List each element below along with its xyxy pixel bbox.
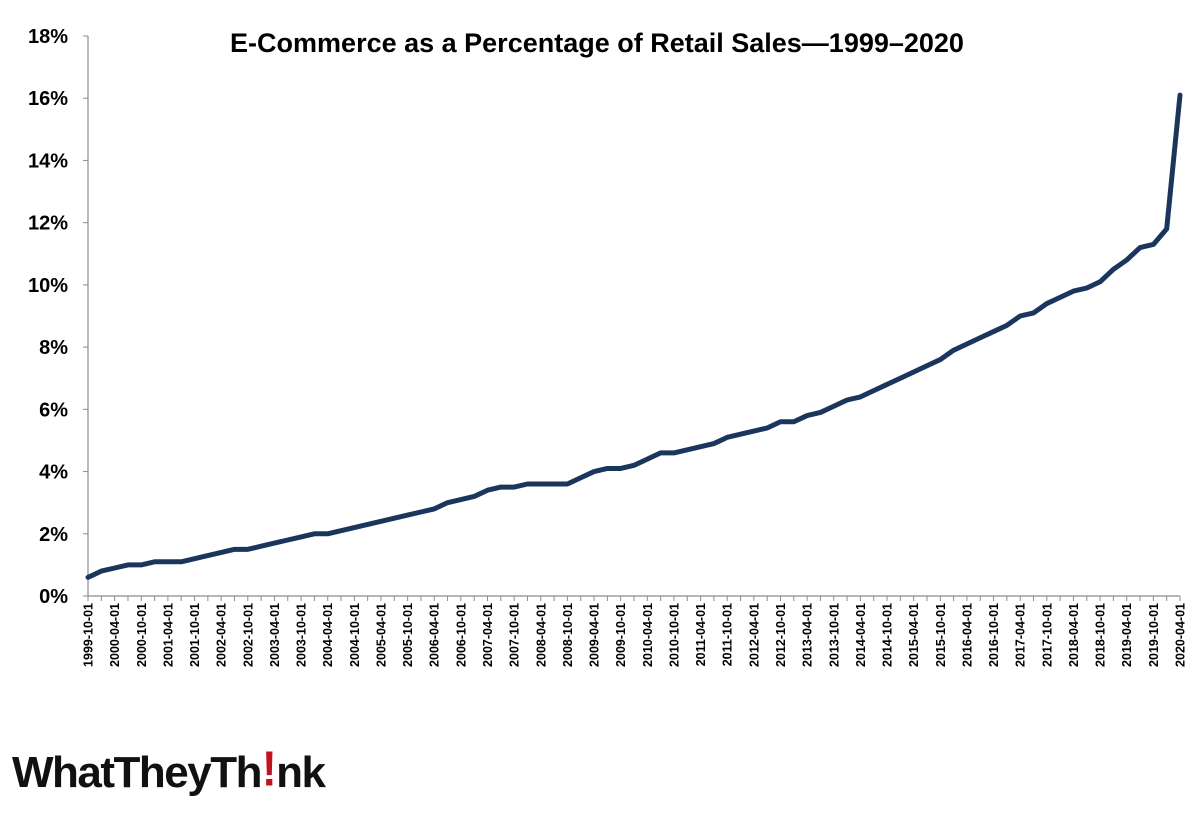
x-tick-label: 2009-04-01 <box>588 603 602 667</box>
x-tick-label: 2015-04-01 <box>907 603 921 667</box>
x-tick-label: 2007-04-01 <box>481 603 495 667</box>
x-tick-label: 2003-04-01 <box>268 603 282 667</box>
x-tick-label: 2019-04-01 <box>1120 603 1134 667</box>
x-tick-label: 2007-10-01 <box>508 603 522 667</box>
whattheythink-logo: WhatTheyTh! nk <box>12 742 326 808</box>
x-tick-label: 2003-10-01 <box>295 603 309 667</box>
x-tick-label: 2005-04-01 <box>374 603 388 667</box>
series-line-ecommerce-share <box>85 92 1183 580</box>
x-tick-label: 2020-04-01 <box>1174 603 1188 667</box>
x-tick-label: 2004-04-01 <box>321 603 335 667</box>
y-tick-label: 8% <box>39 337 68 359</box>
chart-title: E-Commerce as a Percentage of Retail Sal… <box>230 28 964 58</box>
y-tick-label: 4% <box>39 462 68 484</box>
y-tick-label: 6% <box>39 399 68 421</box>
x-tick-label: 2019-10-01 <box>1147 603 1161 667</box>
y-tick-label: 2% <box>39 524 68 546</box>
x-tick-label: 2002-10-01 <box>241 603 255 667</box>
y-tick-label: 0% <box>39 586 68 608</box>
x-tick-label: 2012-10-01 <box>774 603 788 667</box>
x-tick-label: 2013-10-01 <box>827 603 841 667</box>
x-tick-label: 2016-10-01 <box>987 603 1001 667</box>
y-tick-label: 16% <box>28 88 68 110</box>
x-tick-label: 2000-04-01 <box>108 603 122 667</box>
x-tick-label: 2002-04-01 <box>215 603 229 667</box>
logo-text-start: WhatTheyTh <box>12 748 262 797</box>
x-tick-label: 2012-04-01 <box>747 603 761 667</box>
x-tick-label: 2014-10-01 <box>881 603 895 667</box>
x-tick-label: 2008-10-01 <box>561 603 575 667</box>
x-tick-label: 2006-04-01 <box>428 603 442 667</box>
y-tick-label: 18% <box>28 26 68 48</box>
x-tick-label: 2001-10-01 <box>188 603 202 667</box>
x-tick-label: 2006-10-01 <box>454 603 468 667</box>
x-tick-label: 2016-04-01 <box>960 603 974 667</box>
x-tick-label: 2010-10-01 <box>667 603 681 667</box>
x-tick-label: 2004-10-01 <box>348 603 362 667</box>
logo-exclamation: ! <box>261 742 277 797</box>
x-tick-label: 2015-10-01 <box>934 603 948 667</box>
line-chart: E-Commerce as a Percentage of Retail Sal… <box>28 26 1188 667</box>
x-tick-label: 2010-04-01 <box>641 603 655 667</box>
x-tick-label: 2001-04-01 <box>161 603 175 667</box>
x-tick-label: 2014-04-01 <box>854 603 868 667</box>
x-tick-label: 2017-10-01 <box>1040 603 1054 667</box>
x-tick-label: 1999-10-01 <box>82 603 96 667</box>
y-tick-label: 14% <box>28 150 68 172</box>
x-tick-label: 2011-10-01 <box>721 603 735 666</box>
x-tick-label: 2017-04-01 <box>1014 603 1028 667</box>
x-tick-label: 2018-04-01 <box>1067 603 1081 667</box>
x-tick-label: 2005-10-01 <box>401 603 415 667</box>
x-tick-label: 2008-04-01 <box>534 603 548 667</box>
logo-text-end: nk <box>276 748 326 797</box>
x-tick-label: 2011-04-01 <box>694 603 708 666</box>
x-tick-label: 2013-04-01 <box>801 603 815 667</box>
y-tick-label: 10% <box>28 275 68 297</box>
y-tick-label: 12% <box>28 213 68 235</box>
x-axis: 1999-10-01 2000-04-01 2000-10-01 2001-04-01… <box>82 596 1188 667</box>
x-tick-label: 2018-10-01 <box>1094 603 1108 667</box>
x-tick-label: 2009-10-01 <box>614 603 628 667</box>
y-axis: 0% 2% 4% 6% 8% 10% 12% 14% 16% 18% <box>28 26 88 608</box>
x-tick-label: 2000-10-01 <box>135 603 149 667</box>
